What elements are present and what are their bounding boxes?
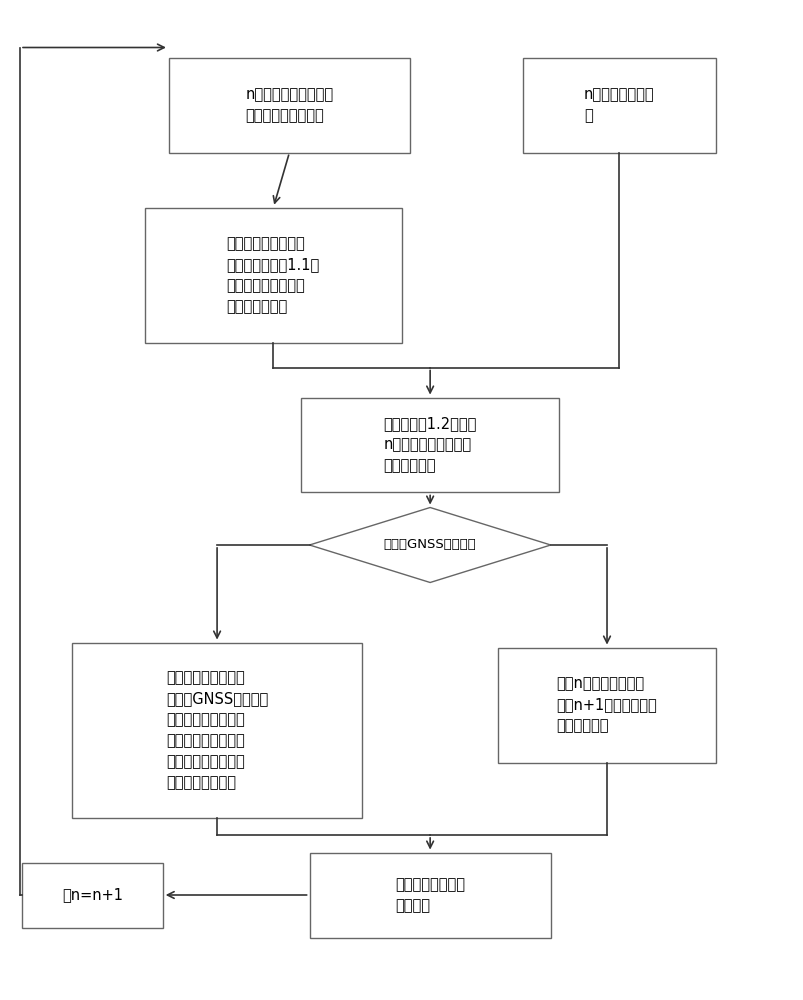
Text: n时刻初始位姿信
息: n时刻初始位姿信 息	[583, 87, 654, 123]
Text: 输出滤波后的全局
位姿信息: 输出滤波后的全局 位姿信息	[394, 877, 465, 913]
Text: 根据双轮里程计差速
定位算法公式（1.1）
计算机器人坐标系的
平面位姿变化量: 根据双轮里程计差速 定位算法公式（1.1） 计算机器人坐标系的 平面位姿变化量	[226, 236, 320, 314]
Bar	[309, 852, 550, 938]
Bar	[522, 57, 715, 152]
Text: 是否为GNSS修正时刻: 是否为GNSS修正时刻	[383, 538, 476, 552]
Text: 令n=n+1: 令n=n+1	[62, 888, 123, 902]
Text: 根据公式（1.2）计算
n时刻全局坐标系内机
器人位姿信息: 根据公式（1.2）计算 n时刻全局坐标系内机 器人位姿信息	[383, 416, 476, 474]
Text: 根据n时刻状态量预测
估计n+1时刻，并反馈
校正位姿信息: 根据n时刻状态量预测 估计n+1时刻，并反馈 校正位姿信息	[556, 676, 657, 734]
Bar	[22, 862, 162, 928]
Bar	[72, 642, 361, 818]
Bar	[301, 397, 558, 492]
Text: n时刻双轮里程计敏感
的左右轮里程变化量: n时刻双轮里程计敏感 的左右轮里程变化量	[245, 87, 333, 123]
Bar	[498, 648, 715, 762]
Text: 将里程计解算的位姿
信息与GNSS差分解算
的位姿信息只差作为
量测量输入卡尔曼滤
波器，估计状态量并
反馈校正位姿信息: 将里程计解算的位姿 信息与GNSS差分解算 的位姿信息只差作为 量测量输入卡尔曼…	[165, 670, 268, 790]
Bar	[169, 57, 410, 152]
Bar	[145, 208, 402, 342]
Polygon shape	[309, 508, 550, 582]
